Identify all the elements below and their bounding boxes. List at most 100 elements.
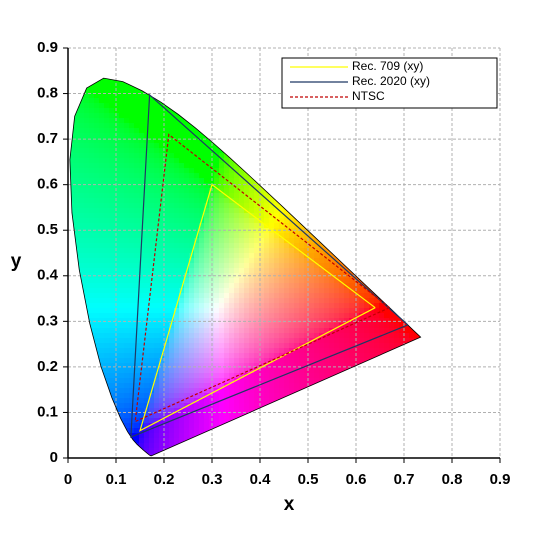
color-cell [189,443,195,449]
color-cell [344,443,350,449]
color-cell [389,183,395,189]
color-cell [184,218,190,224]
color-cell [214,163,220,169]
color-cell [174,318,180,324]
color-cell [234,428,240,434]
color-cell [149,293,155,299]
color-cell [269,253,275,259]
color-cell [339,288,345,294]
color-cell [379,208,385,214]
color-cell [369,218,375,224]
color-cell [139,303,145,309]
color-cell [304,273,310,279]
color-cell [294,428,300,434]
color-cell [229,378,235,384]
color-cell [269,428,275,434]
color-cell [169,203,175,209]
color-cell [369,318,375,324]
color-cell [79,353,85,359]
color-cell [389,343,395,349]
color-cell [284,438,290,444]
color-cell [269,358,275,364]
color-cell [214,123,220,129]
color-cell [184,198,190,204]
color-cell [99,188,105,194]
color-cell [354,378,360,384]
color-cell [179,223,185,229]
color-cell [104,93,110,99]
color-cell [174,308,180,314]
color-cell [164,228,170,234]
color-cell [354,353,360,359]
color-cell [119,123,125,129]
color-cell [374,413,380,419]
color-cell [224,203,230,209]
color-cell [299,358,305,364]
color-cell [74,118,80,124]
color-cell [74,243,80,249]
color-cell [84,298,90,304]
color-cell [279,228,285,234]
color-cell [219,383,225,389]
color-cell [269,118,275,124]
color-cell [184,383,190,389]
color-cell [309,398,315,404]
color-cell [389,193,395,199]
color-cell [239,363,245,369]
color-cell [334,208,340,214]
color-cell [179,188,185,194]
color-cell [74,303,80,309]
color-cell [184,328,190,334]
color-cell [99,123,105,129]
color-cell [94,428,100,434]
color-cell [129,288,135,294]
color-cell [349,398,355,404]
color-cell [284,448,290,454]
color-cell [114,423,120,429]
color-cell [309,323,315,329]
color-cell [89,253,95,259]
color-cell [184,303,190,309]
color-cell [284,298,290,304]
color-cell [314,283,320,289]
color-cell [259,223,265,229]
color-cell [179,253,185,259]
color-cell [269,178,275,184]
color-cell [254,268,260,274]
color-cell [89,193,95,199]
color-cell [369,158,375,164]
color-cell [74,388,80,394]
color-cell [164,358,170,364]
color-cell [264,443,270,449]
color-cell [124,373,130,379]
color-cell [294,433,300,439]
color-cell [139,98,145,104]
color-cell [304,258,310,264]
color-cell [344,318,350,324]
color-cell [319,253,325,259]
color-cell [249,343,255,349]
color-cell [184,418,190,424]
color-cell [139,213,145,219]
color-cell [269,278,275,284]
color-cell [94,438,100,444]
color-cell [304,113,310,119]
color-cell [274,153,280,159]
color-cell [299,258,305,264]
color-cell [184,313,190,319]
color-cell [249,348,255,354]
color-cell [174,448,180,454]
color-cell [384,178,390,184]
color-cell [334,268,340,274]
color-cell [319,168,325,174]
color-cell [374,168,380,174]
color-cell [394,343,400,349]
color-cell [99,248,105,254]
color-cell [364,243,370,249]
color-cell [109,413,115,419]
color-cell [79,153,85,159]
color-cell [314,418,320,424]
color-cell [159,408,165,414]
color-cell [204,158,210,164]
color-cell [284,213,290,219]
